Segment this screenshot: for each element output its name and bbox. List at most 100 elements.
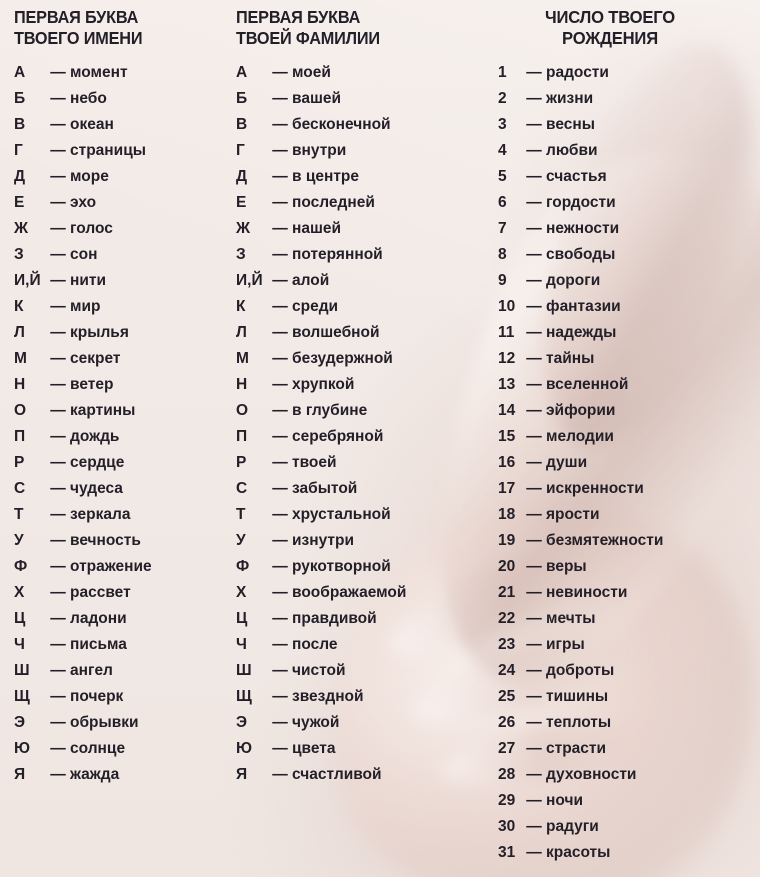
row-value: доброты [546,662,615,679]
row-value: свободы [546,246,616,263]
row-separator-dash: — [50,506,66,523]
row-separator-dash: — [50,168,66,185]
row-list-first-letter-of-name: А — момент Б — небо В — океан Г — страницы Д — море Е — э… [14,60,236,788]
row-separator-dash: — [50,584,66,601]
row-value: красоты [546,844,611,861]
table-row: 9 — дороги [498,268,760,294]
table-row: Ш — чистой [236,658,498,684]
row-separator-dash: — [50,64,66,81]
row-key: 29 [498,792,516,809]
row-separator-dash: — [526,194,542,211]
row-value: воображаемой [292,584,407,601]
row-separator-dash: — [526,584,542,601]
row-key: Ю [14,740,30,757]
table-row: 17 — искренности [498,476,760,502]
row-value: ветер [70,376,114,393]
table-row: Ц — ладони [14,606,236,632]
row-key: Ж [236,220,251,237]
table-row: О — картины [14,398,236,424]
row-value: нежности [546,220,620,237]
table-row: 27 — страсти [498,736,760,762]
row-separator-dash: — [526,246,542,263]
row-separator-dash: — [272,272,288,289]
row-value: звездной [292,688,364,705]
table-row: 12 — тайны [498,346,760,372]
row-key: Э [236,714,248,731]
table-row: М — секрет [14,346,236,372]
row-separator-dash: — [272,116,288,133]
row-key: 24 [498,662,516,679]
row-separator-dash: — [526,766,542,783]
table-row: 5 — счастья [498,164,760,190]
row-separator-dash: — [526,168,542,185]
row-key: Ш [14,662,30,679]
row-key: 14 [498,402,516,419]
table-row: Л — крылья [14,320,236,346]
row-key: Я [236,766,248,783]
row-value: сердце [70,454,125,471]
table-row: Л — волшебной [236,320,498,346]
table-row: И,Й — алой [236,268,498,294]
row-value: момент [70,64,128,81]
row-value: мечты [546,610,596,627]
row-key: Л [236,324,247,341]
row-key: Т [14,506,24,523]
row-value: мелодии [546,428,614,445]
table-row: Ч — письма [14,632,236,658]
table-row: Ю — цвета [236,736,498,762]
table-row: 21 — невиности [498,580,760,606]
row-separator-dash: — [272,662,288,679]
table-row: Ж — голос [14,216,236,242]
row-value: бесконечной [292,116,391,133]
row-separator-dash: — [526,844,542,861]
row-value: письма [70,636,127,653]
row-key: 4 [498,142,507,159]
table-row: З — потерянной [236,242,498,268]
row-key: М [236,350,249,367]
table-row: 10 — фантазии [498,294,760,320]
table-row: 19 — безмятежности [498,528,760,554]
row-value: после [292,636,338,653]
row-separator-dash: — [50,480,66,497]
row-key: У [14,532,24,549]
table-row: 20 — веры [498,554,760,580]
row-value: эйфории [546,402,616,419]
row-separator-dash: — [526,402,542,419]
row-key: Ю [236,740,252,757]
row-value: хрупкой [292,376,355,393]
row-key: 9 [498,272,507,289]
row-value: счастья [546,168,607,185]
table-row: Х — воображаемой [236,580,498,606]
table-row: Х — рассвет [14,580,236,606]
row-key: В [236,116,248,133]
row-value: чудеса [70,480,123,497]
table-row: 23 — игры [498,632,760,658]
row-separator-dash: — [50,376,66,393]
row-separator-dash: — [50,688,66,705]
row-key: 15 [498,428,516,445]
row-separator-dash: — [526,64,542,81]
row-value: невиности [546,584,628,601]
row-value: голос [70,220,113,237]
row-key: 10 [498,298,516,315]
table-row: Е — эхо [14,190,236,216]
row-value: почерк [70,688,124,705]
table-row: Я — жажда [14,762,236,788]
row-separator-dash: — [526,532,542,549]
row-key: Е [14,194,25,211]
row-key: У [236,532,246,549]
row-value: гордости [546,194,616,211]
row-separator-dash: — [272,168,288,185]
table-row: Т — хрустальной [236,502,498,528]
row-separator-dash: — [272,194,288,211]
row-key: 2 [498,90,507,107]
table-row: 7 — нежности [498,216,760,242]
row-key: 19 [498,532,516,549]
row-key: Б [14,90,26,107]
table-row: З — сон [14,242,236,268]
row-value: обрывки [70,714,139,731]
row-list-birth-day-number: 1— радости 2— жизни 3— весны 4— любви 5— счастья 6… [498,60,760,866]
table-row: У — вечность [14,528,236,554]
row-key: 22 [498,610,516,627]
row-separator-dash: — [526,714,542,731]
